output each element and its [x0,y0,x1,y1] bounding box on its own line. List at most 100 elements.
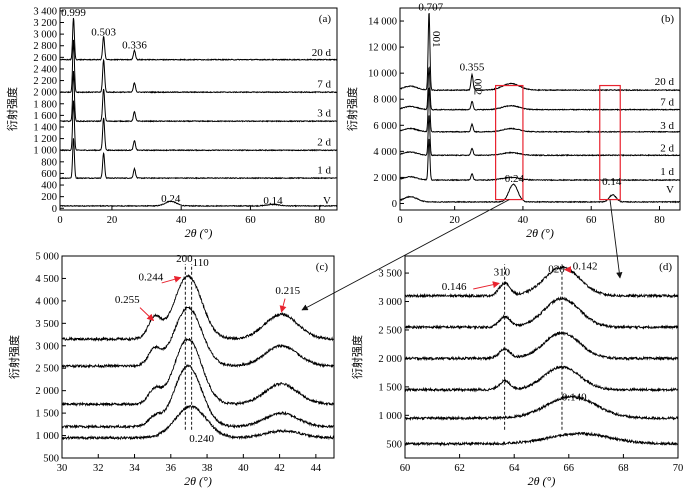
y-tick-label: 2 000 [33,88,57,99]
series-curve-7d [60,39,337,94]
peak-annotation: 020 [548,264,565,276]
y-tick-label: 2 000 [378,354,402,365]
series-curve-2d [405,365,678,393]
y-tick-label: 4 500 [35,274,59,285]
peak-annotation: 0.336 [122,40,147,52]
y-tick-label: 2 800 [33,41,57,52]
y-tick-label: 1 000 [378,411,402,422]
peak-annotation: 0.140 [562,392,587,404]
x-tick-label: 32 [93,463,104,474]
x-tick-label: 30 [57,463,68,474]
series-curve-1d [60,138,337,180]
x-tick-label: 70 [673,463,684,474]
peak-annotation: 200 [176,253,193,265]
peak-annotation: 0.14 [263,195,283,207]
y-tick-label: 1 200 [33,134,57,145]
y-tick-label: 3 400 [33,6,57,17]
series-curve-7d [62,305,334,369]
curve-label: 20 d [655,76,675,88]
panel-b: 0 20 40 60 80 0 2 000 4 000 6 000 8 000 10 000 12 0… [345,2,681,240]
x-tick-label: 38 [202,463,213,474]
x-tick-label: 60 [245,215,256,226]
series-curve-V [60,200,337,208]
x-tick-label: 60 [586,215,597,226]
curve-label: 7 d [317,79,331,91]
x-tick-label: 40 [238,463,249,474]
y-tick-label: 1 600 [33,111,57,122]
x-tick-label: 64 [509,463,520,474]
series-curve-2d [400,115,680,157]
panel-label: (d) [659,261,672,273]
y-tick-label: 1 500 [378,382,402,393]
x-tick-label: 66 [564,463,575,474]
plot-frame [59,7,338,211]
x-tick-label: 80 [654,215,665,226]
series-curve-7d [400,66,680,112]
y-tick-label: 5 000 [35,252,59,263]
curve-label: 2 d [660,142,674,154]
x-tick-label: 42 [274,463,285,474]
peak-annotation: 310 [494,266,511,278]
series-curve-3d [400,87,680,134]
y-axis-label: 衍射强度 [350,335,364,379]
peak-annotation: 002 [471,79,483,96]
y-tick-label: 2 500 [378,325,402,336]
x-axis-label: 2θ (°) [526,226,554,240]
y-tick-label: 1 000 [33,146,57,157]
panel-c: 30 32 34 36 38 40 42 44 500 1 000 1 500 2 000 2 500 3… [7,252,335,488]
y-tick-label: 3 500 [35,319,59,330]
x-tick-label: 40 [518,215,529,226]
x-tick-label: 0 [57,215,62,226]
curves [60,17,337,208]
peak-annotation: 0.255 [115,294,140,306]
x-tick-label: 44 [311,463,322,474]
curve-label: 20 d [312,47,332,59]
peak-annotation: 0.707 [418,2,443,14]
y-axis-label: 衍射强度 [345,87,359,131]
curve-label: V [323,195,331,207]
x-tick-label: 68 [618,463,629,474]
peak-annotation: 001 [430,31,442,48]
peak-arrow [139,307,155,322]
x-tick-label: 20 [107,215,118,226]
series-curve-20d [405,264,678,299]
y-tick-label: 0 [52,204,57,215]
curves [62,273,334,441]
plot-frame [61,255,335,459]
peak-arrow [279,298,287,313]
x-tick-label: 60 [400,463,411,474]
peak-arrow [161,275,182,284]
y-axis-label: 衍射强度 [7,335,21,379]
y-tick-label: 14 000 [368,17,397,28]
y-axis-label: 衍射强度 [5,87,19,131]
peak-annotation: 0.142 [573,261,598,273]
x-tick-label: 0 [397,215,402,226]
peak-annotation: 0.215 [275,285,300,297]
x-tick-label: 36 [166,463,177,474]
peak-annotation: 0.14 [602,176,622,188]
series-curve-2d [60,100,337,152]
y-tick-label: 3 500 [378,269,402,280]
panel-label: (a) [319,13,332,25]
x-axis-label: 2θ (°) [528,474,556,488]
panel-d: 60 62 64 66 68 70 500 1 000 1 500 2 000 2 500 3 000… [350,255,684,488]
y-tick-label: 1 400 [33,122,57,133]
y-tick-label: 10 000 [368,69,397,80]
x-tick-label: 20 [449,215,460,226]
zoom-connectors [301,199,623,311]
series-curve-V [405,431,678,447]
peak-annotation: 0.355 [460,62,485,74]
x-tick-label: 62 [454,463,465,474]
series-curve-20d [400,13,680,92]
x-axis-label: 2θ (°) [185,226,213,240]
y-tick-label: 6 000 [373,121,397,132]
peak-annotation: 110 [193,257,210,269]
series-curve-20d [60,17,337,61]
y-tick-label: 1 800 [33,99,57,110]
series-curve-V [400,183,680,204]
series-curve-7d [405,296,678,330]
y-tick-label: 2 400 [33,64,57,75]
